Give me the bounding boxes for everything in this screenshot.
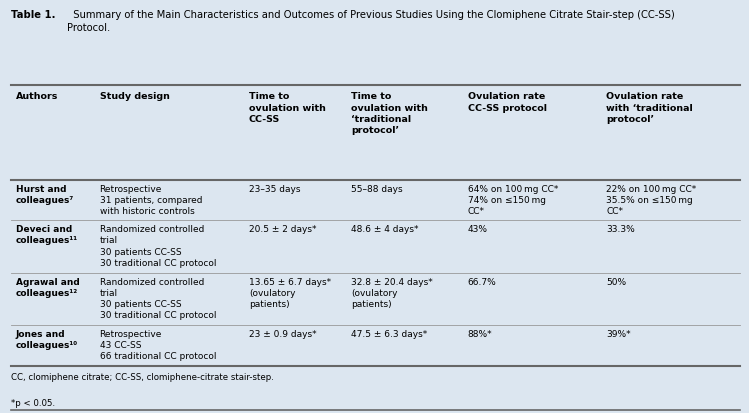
Text: 43%: 43%: [467, 225, 488, 235]
Text: 39%*: 39%*: [606, 330, 631, 339]
Text: 23 ± 0.9 days*: 23 ± 0.9 days*: [249, 330, 317, 339]
Text: 47.5 ± 6.3 days*: 47.5 ± 6.3 days*: [351, 330, 427, 339]
Text: 66.7%: 66.7%: [467, 278, 497, 287]
Text: Study design: Study design: [100, 92, 169, 101]
Text: Retrospective
43 CC-SS
66 traditional CC protocol: Retrospective 43 CC-SS 66 traditional CC…: [100, 330, 216, 361]
Text: 13.65 ± 6.7 days*
(ovulatory
patients): 13.65 ± 6.7 days* (ovulatory patients): [249, 278, 331, 309]
Text: Authors: Authors: [16, 92, 58, 101]
Text: 88%*: 88%*: [467, 330, 492, 339]
Text: *p < 0.05.: *p < 0.05.: [11, 399, 55, 408]
Text: Randomized controlled
trial
30 patients CC-SS
30 traditional CC protocol: Randomized controlled trial 30 patients …: [100, 278, 216, 320]
Text: 22% on 100 mg CC*
35.5% on ≤150 mg
CC*: 22% on 100 mg CC* 35.5% on ≤150 mg CC*: [606, 185, 697, 216]
Text: Summary of the Main Characteristics and Outcomes of Previous Studies Using the C: Summary of the Main Characteristics and …: [67, 10, 675, 33]
Text: 32.8 ± 20.4 days*
(ovulatory
patients): 32.8 ± 20.4 days* (ovulatory patients): [351, 278, 433, 309]
Text: 50%: 50%: [606, 278, 626, 287]
Text: Randomized controlled
trial
30 patients CC-SS
30 traditional CC protocol: Randomized controlled trial 30 patients …: [100, 225, 216, 268]
Text: Jones and
colleagues¹⁰: Jones and colleagues¹⁰: [16, 330, 78, 350]
Text: Retrospective
31 patients, compared
with historic controls: Retrospective 31 patients, compared with…: [100, 185, 202, 216]
Text: Ovulation rate
CC-SS protocol: Ovulation rate CC-SS protocol: [467, 92, 547, 113]
Text: Deveci and
colleagues¹¹: Deveci and colleagues¹¹: [16, 225, 78, 245]
Text: 64% on 100 mg CC*
74% on ≤150 mg
CC*: 64% on 100 mg CC* 74% on ≤150 mg CC*: [467, 185, 558, 216]
Text: 23–35 days: 23–35 days: [249, 185, 300, 194]
Text: 48.6 ± 4 days*: 48.6 ± 4 days*: [351, 225, 419, 235]
Text: CC, clomiphene citrate; CC-SS, clomiphene-citrate stair-step.: CC, clomiphene citrate; CC-SS, clomiphen…: [11, 373, 274, 382]
Text: 33.3%: 33.3%: [606, 225, 635, 235]
Text: 55–88 days: 55–88 days: [351, 185, 403, 194]
Text: Table 1.: Table 1.: [11, 10, 55, 20]
Text: Ovulation rate
with ‘traditional
protocol’: Ovulation rate with ‘traditional protoco…: [606, 92, 693, 124]
Text: Hurst and
colleagues⁷: Hurst and colleagues⁷: [16, 185, 74, 205]
Text: Agrawal and
colleagues¹²: Agrawal and colleagues¹²: [16, 278, 79, 298]
Text: Time to
ovulation with
CC-SS: Time to ovulation with CC-SS: [249, 92, 326, 124]
Text: Time to
ovulation with
‘traditional
protocol’: Time to ovulation with ‘traditional prot…: [351, 92, 428, 135]
Text: 20.5 ± 2 days*: 20.5 ± 2 days*: [249, 225, 316, 235]
